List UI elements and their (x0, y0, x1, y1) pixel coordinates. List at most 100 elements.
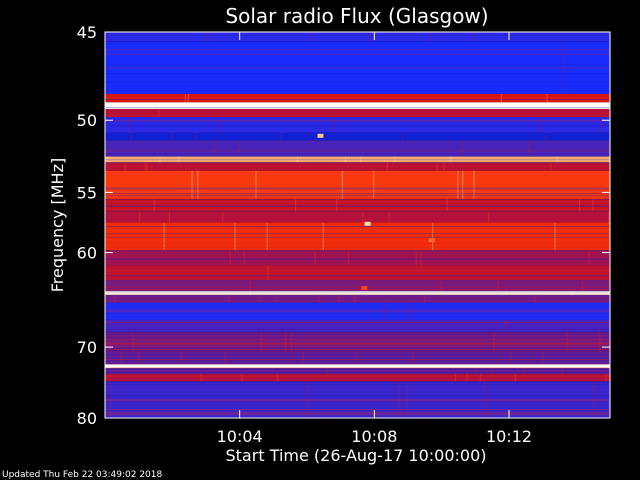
noise-line (105, 396, 610, 398)
y-tick-label: 50 (77, 111, 97, 130)
noise-line (105, 107, 610, 109)
noise-line (105, 408, 610, 410)
streak (374, 102, 376, 109)
streak (249, 291, 252, 295)
streak (497, 280, 499, 292)
streak (211, 32, 213, 42)
streak (191, 170, 193, 199)
noise-line (105, 375, 610, 377)
frequency-band-25 (105, 374, 610, 382)
streak (159, 156, 161, 163)
noise-line (105, 162, 610, 164)
streak (605, 374, 607, 382)
streak (127, 117, 130, 133)
streak (535, 294, 537, 303)
noise-line (105, 395, 610, 397)
noise-line (105, 383, 610, 385)
x-tick-label: 10:04 (217, 427, 263, 446)
noise-line (105, 328, 610, 330)
streak (567, 332, 569, 352)
streak (178, 156, 180, 163)
frequency-band-13 (105, 222, 610, 251)
streak (306, 381, 308, 418)
noise-line (105, 333, 610, 335)
noise-line (105, 381, 610, 383)
noise-line (105, 153, 610, 155)
noise-line (105, 411, 610, 413)
streak (336, 198, 338, 212)
x-axis: 10:04 10:08 10:12 (217, 32, 532, 446)
streak (200, 374, 202, 382)
streak (493, 332, 495, 352)
noise-line (105, 270, 610, 272)
noise-line (105, 368, 610, 370)
streak (500, 93, 502, 103)
frequency-band-24 (105, 368, 610, 375)
streak (556, 156, 558, 163)
streak (272, 364, 274, 369)
streak (406, 381, 408, 418)
streak (267, 265, 269, 281)
time-streaks (107, 32, 610, 418)
streak (204, 32, 206, 42)
streak (430, 32, 432, 42)
noise-line (105, 400, 610, 402)
noise-line (105, 336, 610, 338)
frequency-band-3 (105, 102, 610, 109)
streak (505, 319, 507, 333)
streak (284, 332, 287, 352)
streak (332, 117, 334, 133)
streak (394, 364, 397, 369)
y-axis: 45 50 55 60 70 80 (77, 23, 610, 428)
frequency-band-4 (105, 108, 610, 118)
noise-line (105, 187, 610, 189)
noise-line (105, 204, 610, 206)
streak (479, 374, 481, 382)
streak (151, 364, 154, 369)
streak (260, 332, 263, 352)
streak (600, 117, 602, 133)
frequency-band-18 (105, 294, 610, 303)
streak (462, 170, 464, 199)
streak (584, 102, 586, 109)
noise-line (105, 73, 610, 75)
streak (360, 156, 362, 163)
frequency-band-9 (105, 162, 610, 171)
streak (194, 132, 197, 141)
noise-line (105, 81, 610, 83)
streak (329, 102, 331, 109)
streak (545, 132, 547, 141)
streak (130, 132, 132, 141)
streak (222, 211, 224, 223)
streak (420, 250, 422, 266)
streak (326, 368, 328, 375)
streak (308, 364, 311, 369)
streak (484, 381, 486, 418)
frequency-band-11 (105, 198, 610, 212)
streak (266, 222, 268, 251)
streak (319, 294, 321, 303)
noise-line (105, 125, 610, 127)
y-tick-label: 70 (77, 338, 97, 357)
noise-line (105, 273, 610, 275)
noise-line (105, 309, 610, 311)
streak (588, 250, 590, 266)
noise-line (105, 67, 610, 69)
streak (302, 351, 304, 365)
streak (275, 294, 277, 303)
streak (592, 198, 594, 212)
streak (528, 140, 530, 157)
streak (554, 222, 556, 251)
noise-line (105, 331, 610, 333)
noise-line (105, 289, 610, 291)
streak (138, 351, 140, 365)
streak (491, 368, 493, 375)
streak (563, 41, 565, 94)
streak (163, 222, 165, 251)
streak (402, 132, 404, 141)
streak (158, 108, 160, 118)
noise-line (105, 342, 610, 344)
frequency-band-0 (105, 32, 610, 42)
streak (415, 250, 417, 266)
